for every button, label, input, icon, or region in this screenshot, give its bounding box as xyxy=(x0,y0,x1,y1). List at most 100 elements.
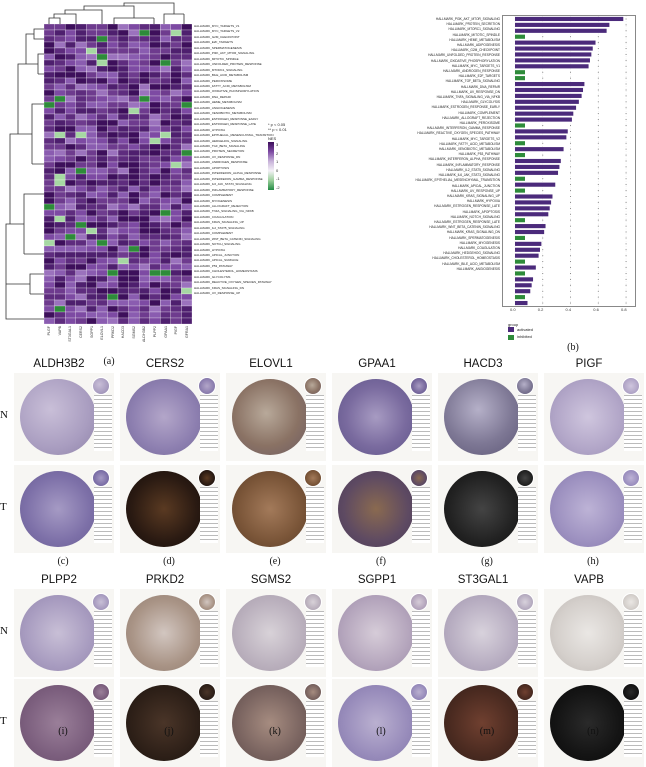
heatmap-cell xyxy=(86,155,97,163)
heatmap-cell xyxy=(54,113,66,121)
heatmap-cell xyxy=(96,215,108,223)
heatmap-cell xyxy=(86,77,97,85)
ihc-normal-tile xyxy=(544,373,644,461)
barplot-row-label: HALLMARK_IL6_JAK_STAT3_SIGNALING xyxy=(438,173,500,178)
bar-activated xyxy=(515,147,564,152)
heatmap-cell xyxy=(65,125,76,133)
bar-dot xyxy=(625,124,627,126)
annotation-text-block xyxy=(518,487,536,543)
bar-dot xyxy=(597,249,599,251)
heatmap-cell xyxy=(65,185,76,193)
heatmap-cell xyxy=(181,281,192,289)
dendrogram-cols xyxy=(48,2,185,24)
heatmap-cell xyxy=(160,83,171,91)
heatmap-cell xyxy=(149,233,161,241)
heatmap-cell xyxy=(160,119,171,127)
heatmap-cell xyxy=(107,191,119,199)
heatmap-cell xyxy=(75,317,87,324)
barplot-row-label: HALLMARK_ANGIOGENESIS xyxy=(456,266,500,271)
heatmap-cell xyxy=(75,233,87,241)
heatmap-cell xyxy=(75,227,87,235)
tissue-core xyxy=(444,471,520,547)
heatmap-cell xyxy=(160,179,171,187)
bar-dot xyxy=(597,278,599,280)
heatmap-row-label: HALLMARK_APOPTOSIS xyxy=(194,165,230,170)
heatmap-cell xyxy=(149,113,161,121)
heatmap-cell xyxy=(128,119,140,127)
heatmap-cell xyxy=(96,113,108,121)
heatmap-cell xyxy=(181,47,192,55)
heatmap-cell xyxy=(96,257,108,265)
heatmap-cell xyxy=(160,149,171,157)
heatmap-cell xyxy=(170,155,182,163)
heatmap-cell xyxy=(139,275,150,283)
heatmap-row-label: HALLMARK_MYOGENESIS xyxy=(194,198,233,203)
barplot-row-label: HALLMARK_NOTCH_SIGNALING xyxy=(450,214,500,219)
heatmap-cell xyxy=(44,221,55,229)
barplot-area xyxy=(502,15,636,307)
heatmap-cell xyxy=(149,215,161,223)
heatmap-cell xyxy=(170,77,182,85)
heatmap-cell xyxy=(107,185,119,193)
heatmap-cell xyxy=(107,53,119,61)
heatmap-cell xyxy=(160,287,171,295)
heatmap-cell xyxy=(181,113,192,121)
heatmap-cell xyxy=(181,257,192,265)
ihc-normal-tile xyxy=(226,589,326,677)
thumbnail-core xyxy=(198,683,216,701)
heatmap-row-label: HALLMARK_INTERFERON_ALPHA_RESPONSE xyxy=(194,171,262,176)
heatmap-cell xyxy=(54,41,66,49)
heatmap-cell xyxy=(128,233,140,241)
inhibited-swatch xyxy=(508,334,514,340)
thumbnail-core xyxy=(622,377,640,395)
heatmap-cell xyxy=(160,221,171,229)
bar-dot xyxy=(597,95,599,97)
bar-dot xyxy=(625,302,627,304)
heatmap-cell xyxy=(117,179,129,187)
bar-dot xyxy=(570,77,572,79)
heatmap-cell xyxy=(75,257,87,265)
heatmap-cell xyxy=(44,185,55,193)
heatmap-cell xyxy=(149,161,161,169)
heatmap-cell xyxy=(86,113,97,121)
heatmap-cell xyxy=(160,77,171,85)
bar-dot xyxy=(625,278,627,280)
heatmap-cell xyxy=(107,119,119,127)
heatmap-cell xyxy=(170,311,182,319)
bar-dot xyxy=(625,190,627,192)
heatmap-cell xyxy=(75,167,87,175)
annotation-text-block xyxy=(412,487,430,543)
bar-dot xyxy=(625,284,627,286)
heatmap-cell xyxy=(54,251,66,259)
bar-dot xyxy=(542,249,544,251)
bar-dot xyxy=(625,296,627,298)
heatmap-grid xyxy=(44,24,192,324)
heatmap-cell xyxy=(117,305,129,313)
heatmap-cell xyxy=(139,269,150,277)
bar-dot xyxy=(597,154,599,156)
barplot-legend: group activated inhibited xyxy=(508,322,568,352)
heatmap-cell xyxy=(44,143,55,151)
heatmap-col-label: ELOVL1 xyxy=(100,326,105,340)
heatmap-cell xyxy=(44,209,55,217)
heatmap-cell xyxy=(96,35,108,43)
heatmap-cell xyxy=(128,47,140,55)
heatmap-cell xyxy=(149,263,161,271)
heatmap-cell xyxy=(128,287,140,295)
heatmap-cell xyxy=(96,269,108,277)
barplot-row-label: HALLMARK_COAGULATION xyxy=(458,245,500,250)
heatmap-cell xyxy=(96,239,108,247)
heatmap-cell xyxy=(86,293,97,301)
heatmap-cell xyxy=(181,191,192,199)
heatmap-cell xyxy=(44,245,55,253)
heatmap-cell xyxy=(86,305,97,313)
barplot-row-labels: HALLMARK_PI3K_AKT_MTOR_SIGNALING HALLMARK… xyxy=(336,17,501,299)
heatmap-cell xyxy=(139,24,150,31)
caption-f: (f) xyxy=(376,556,386,567)
heatmap-cell xyxy=(160,293,171,301)
heatmap-cell xyxy=(86,119,97,127)
barplot-row-label: HALLMARK_ADIPOGENESIS xyxy=(456,43,500,48)
heatmap-cell xyxy=(96,149,108,157)
heatmap-cell xyxy=(160,227,171,235)
heatmap-cell xyxy=(65,317,76,324)
